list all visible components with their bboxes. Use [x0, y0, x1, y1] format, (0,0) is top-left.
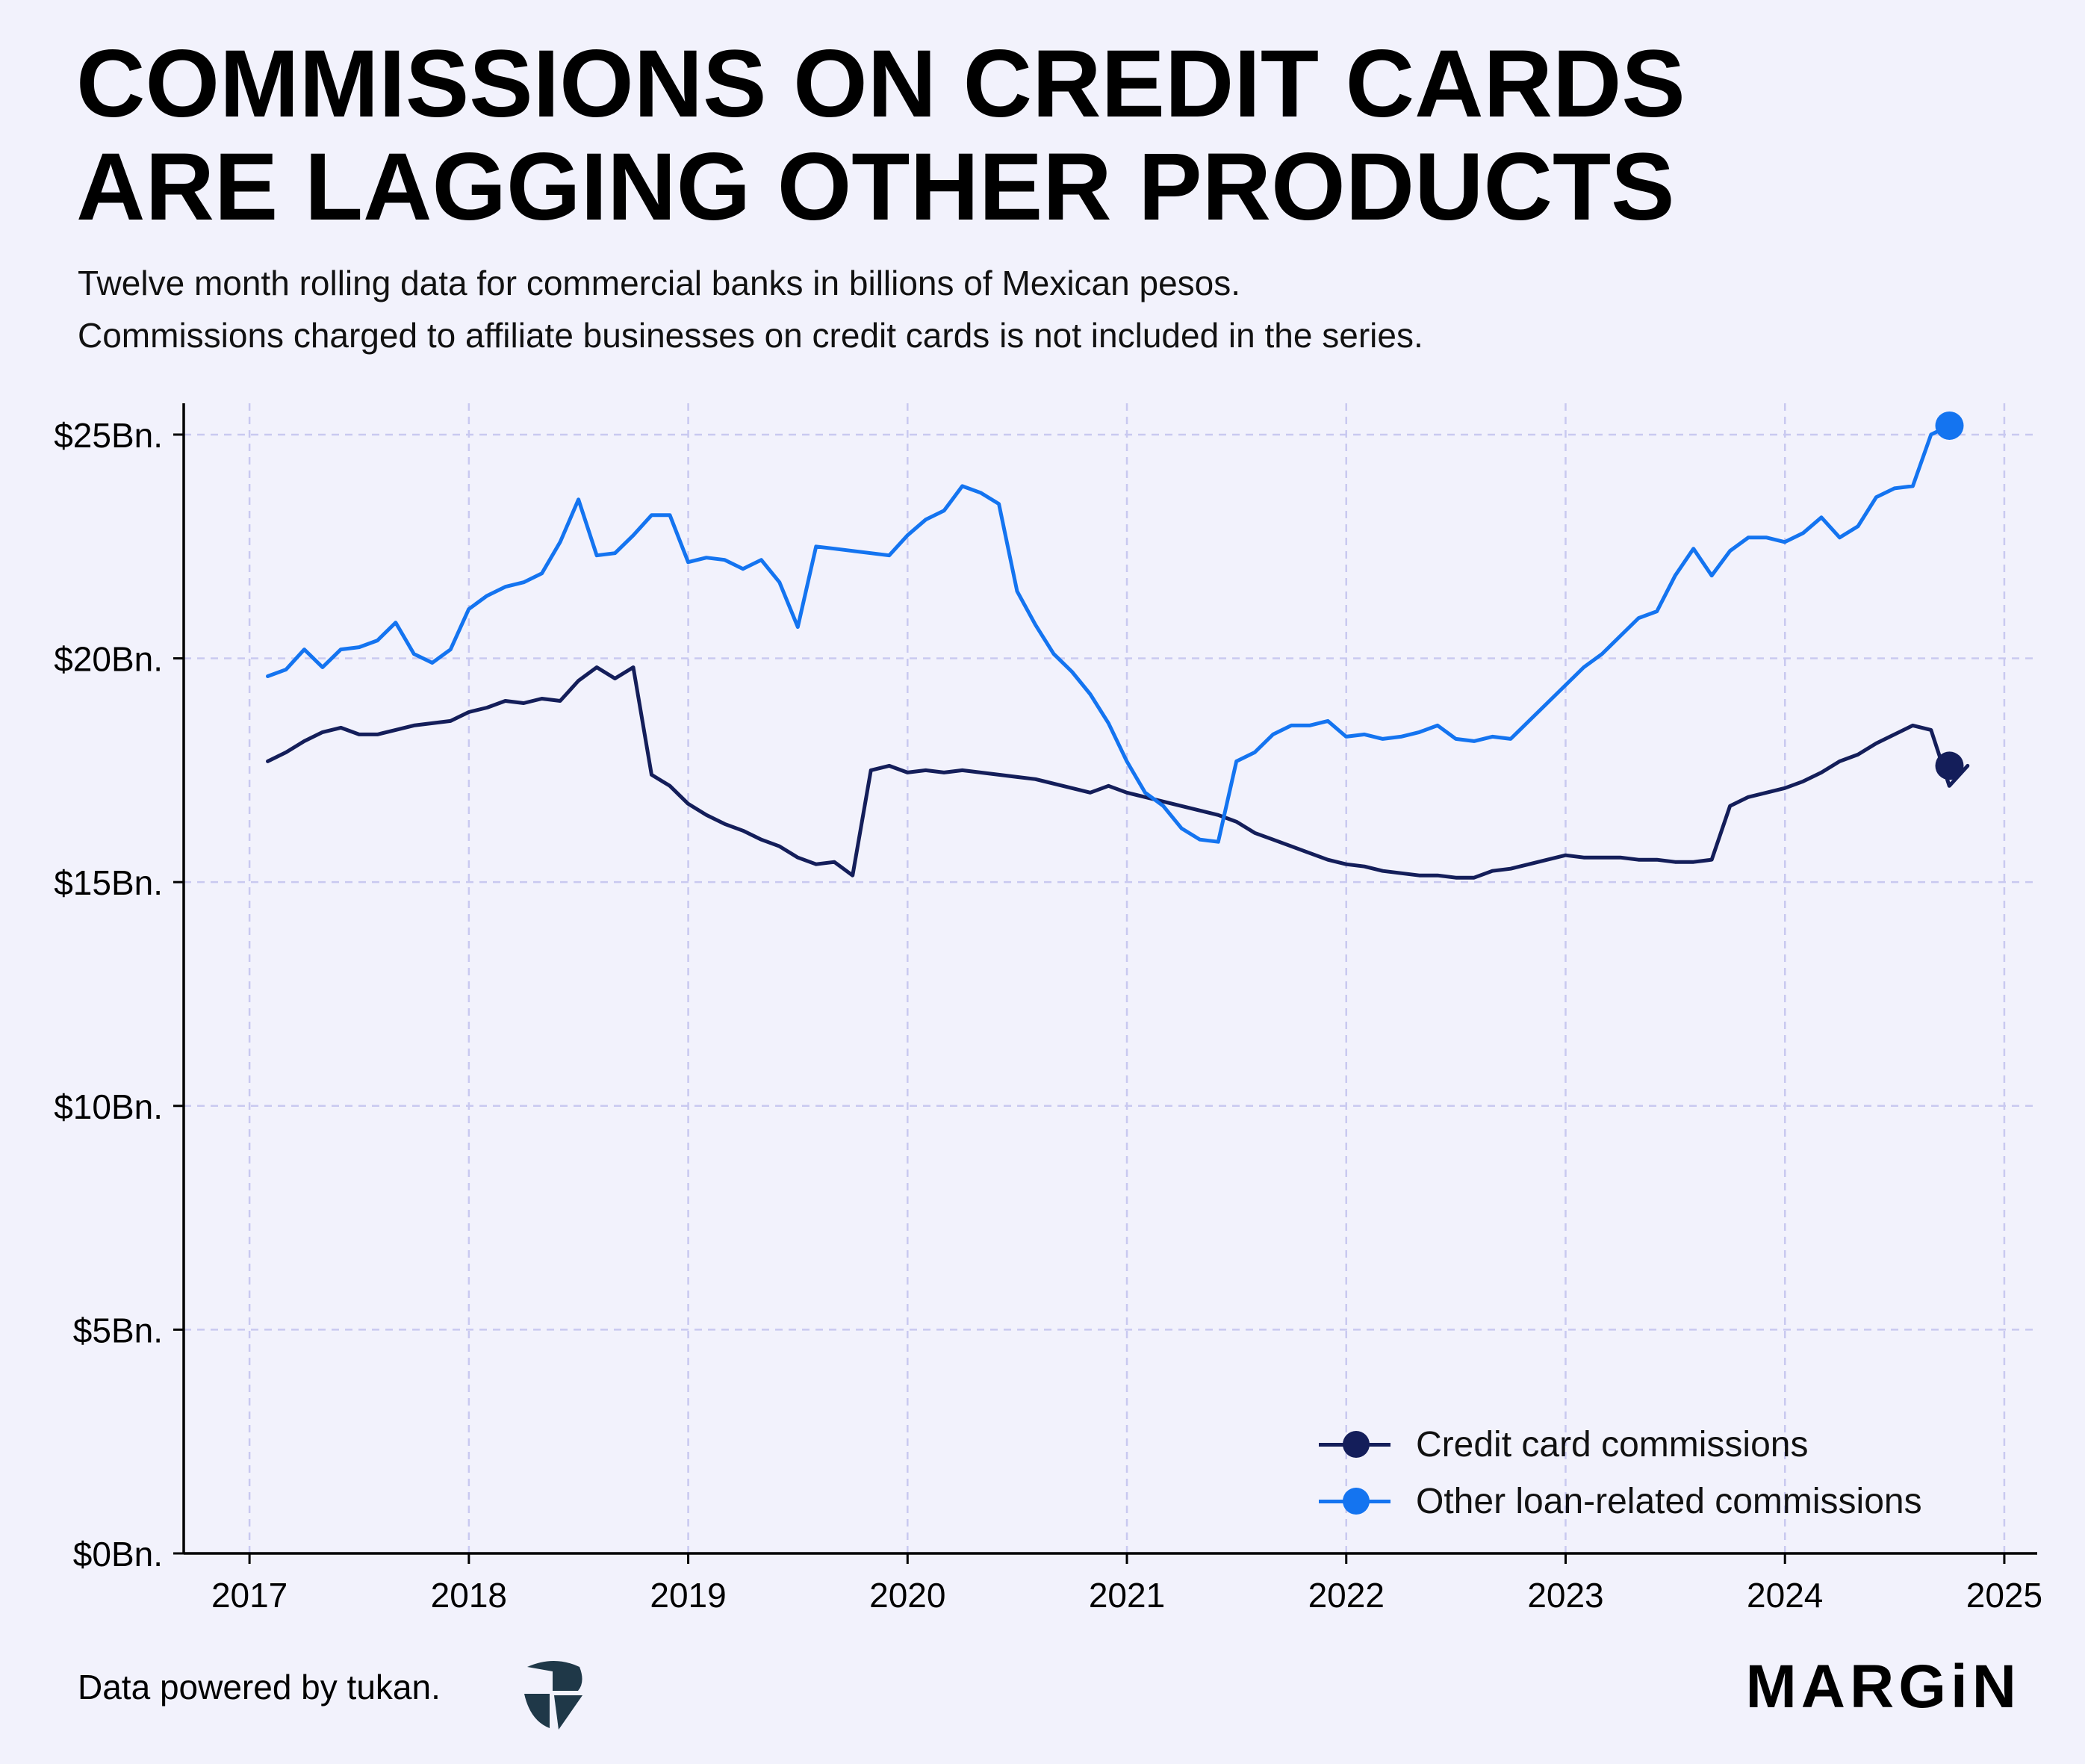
x-tick-label: 2025	[1966, 1576, 2042, 1615]
subtitle-line-1: Twelve month rolling data for commercial…	[78, 264, 1241, 302]
series-end-marker-credit-card-commissions	[1935, 751, 1964, 780]
series-line-other-loan-related-commissions	[266, 423, 1951, 844]
series-line-credit-card-commissions	[266, 665, 1970, 880]
x-tick-label: 2021	[1089, 1576, 1165, 1615]
chart-title: COMMISSIONS ON CREDIT CARDS ARE LAGGING …	[76, 33, 1685, 239]
legend-item-credit[interactable]: Credit card commissions	[1319, 1416, 1922, 1473]
y-tick-label: $15Bn.	[54, 863, 163, 902]
legend-label-credit: Credit card commissions	[1416, 1424, 1809, 1465]
x-tick-label: 2023	[1527, 1576, 1603, 1615]
grid-layer	[184, 403, 2037, 1553]
legend-swatch-other	[1319, 1486, 1390, 1516]
x-tick-label: 2024	[1747, 1576, 1823, 1615]
x-tick-label: 2017	[211, 1576, 288, 1615]
x-tick-label: 2022	[1308, 1576, 1385, 1615]
x-tick-label: 2020	[869, 1576, 945, 1615]
y-tick-label: $0Bn.	[73, 1535, 163, 1574]
x-tick-label: 2019	[650, 1576, 726, 1615]
chart-subtitle: Twelve month rolling data for commercial…	[78, 257, 1423, 361]
legend-item-other[interactable]: Other loan-related commissions	[1319, 1473, 1922, 1529]
title-line-2: ARE LAGGING OTHER PRODUCTS	[76, 134, 1675, 240]
y-tick-label: $10Bn.	[54, 1087, 163, 1126]
title-line-1: COMMISSIONS ON CREDIT CARDS	[76, 31, 1685, 137]
axis-layer: $0Bn. $5Bn. $10Bn. $15Bn. $20Bn. $25Bn. 2017 20…	[54, 403, 2042, 1615]
series-end-marker-other-loan-related-commissions	[1935, 411, 1964, 440]
tukan-logo-icon	[524, 1661, 582, 1730]
legend: Credit card commissions Other loan-relat…	[1319, 1416, 1922, 1529]
source-note: Data powered by tukan.	[78, 1668, 441, 1706]
y-tick-label: $25Bn.	[54, 416, 163, 455]
y-tick-label: $5Bn.	[73, 1311, 163, 1350]
series-layer	[266, 411, 1970, 880]
brand-logo: MARGiN	[1745, 1653, 2021, 1721]
y-tick-label: $20Bn.	[54, 640, 163, 679]
legend-label-other: Other loan-related commissions	[1416, 1481, 1922, 1521]
subtitle-line-2: Commissions charged to affiliate busines…	[78, 316, 1423, 355]
x-tick-label: 2018	[431, 1576, 507, 1615]
legend-swatch-credit	[1319, 1429, 1390, 1459]
